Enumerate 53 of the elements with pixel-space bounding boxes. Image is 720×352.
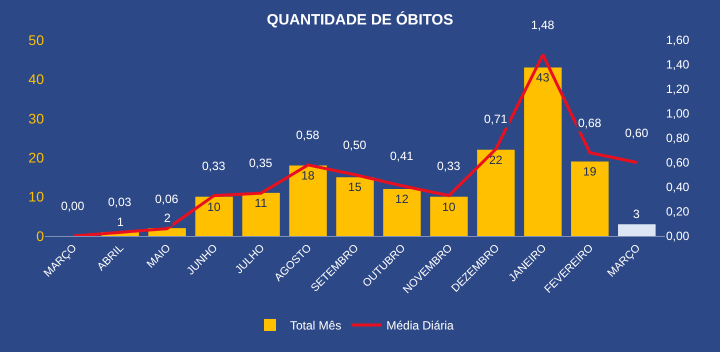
data-label: 0,03 bbox=[108, 195, 132, 209]
bar bbox=[195, 196, 233, 236]
y-tick-label: 30 bbox=[28, 110, 44, 126]
data-label: 22 bbox=[489, 152, 503, 167]
data-label: 0,33 bbox=[437, 159, 461, 173]
data-label: 1,48 bbox=[531, 18, 555, 32]
data-label: 0,58 bbox=[296, 128, 320, 142]
bar bbox=[430, 196, 468, 236]
data-label: 43 bbox=[536, 70, 550, 84]
legend-label: Média Diária bbox=[386, 318, 454, 333]
data-label: 0,41 bbox=[390, 149, 414, 163]
y-tick-label: 20 bbox=[28, 150, 44, 166]
data-label: 0,68 bbox=[578, 116, 602, 130]
data-label: 12 bbox=[395, 192, 409, 206]
y-tick-label: 0 bbox=[36, 228, 44, 244]
data-label: 15 bbox=[348, 180, 362, 194]
bar bbox=[383, 188, 421, 236]
data-label: 0,33 bbox=[202, 159, 226, 173]
bar bbox=[524, 67, 562, 236]
data-label: 3 bbox=[633, 207, 640, 221]
bar bbox=[336, 177, 374, 236]
y-tick-label: 50 bbox=[28, 32, 44, 48]
data-label: 2 bbox=[164, 211, 171, 225]
data-label: 0,71 bbox=[484, 112, 508, 126]
data-label: 19 bbox=[583, 164, 597, 179]
bar bbox=[242, 192, 280, 236]
y2-tick-label: 1,60 bbox=[666, 33, 690, 48]
data-label: 1 bbox=[117, 215, 124, 229]
data-label: 0,06 bbox=[155, 192, 179, 206]
data-label: 18 bbox=[301, 168, 315, 182]
bar bbox=[571, 162, 609, 236]
y2-tick-label: 1,00 bbox=[666, 106, 690, 121]
data-label: 10 bbox=[442, 200, 456, 214]
y-tick-label: 10 bbox=[28, 188, 44, 205]
data-label: 0,35 bbox=[249, 156, 273, 170]
y2-tick-label: 0,40 bbox=[666, 180, 690, 194]
chart-title: QUANTIDADE DE ÓBITOS bbox=[266, 10, 454, 29]
y2-tick-label: 1,40 bbox=[666, 58, 690, 72]
bar bbox=[289, 165, 327, 236]
y2-tick-label: 0,60 bbox=[666, 156, 690, 170]
bar bbox=[618, 224, 656, 236]
legend-label: Total Mês bbox=[290, 318, 342, 333]
data-label: 0,00 bbox=[61, 199, 85, 213]
data-label: 0,60 bbox=[625, 126, 649, 140]
data-label: 0,50 bbox=[343, 138, 367, 152]
y2-tick-label: 0,20 bbox=[666, 204, 690, 219]
y2-tick-label: 0,00 bbox=[666, 229, 690, 244]
data-label: 11 bbox=[254, 196, 268, 210]
y-tick-label: 40 bbox=[28, 71, 44, 88]
data-label: 10 bbox=[207, 200, 221, 214]
bar bbox=[477, 150, 515, 236]
y2-tick-label: 1,20 bbox=[666, 82, 690, 96]
y2-tick-label: 0,80 bbox=[666, 131, 690, 146]
